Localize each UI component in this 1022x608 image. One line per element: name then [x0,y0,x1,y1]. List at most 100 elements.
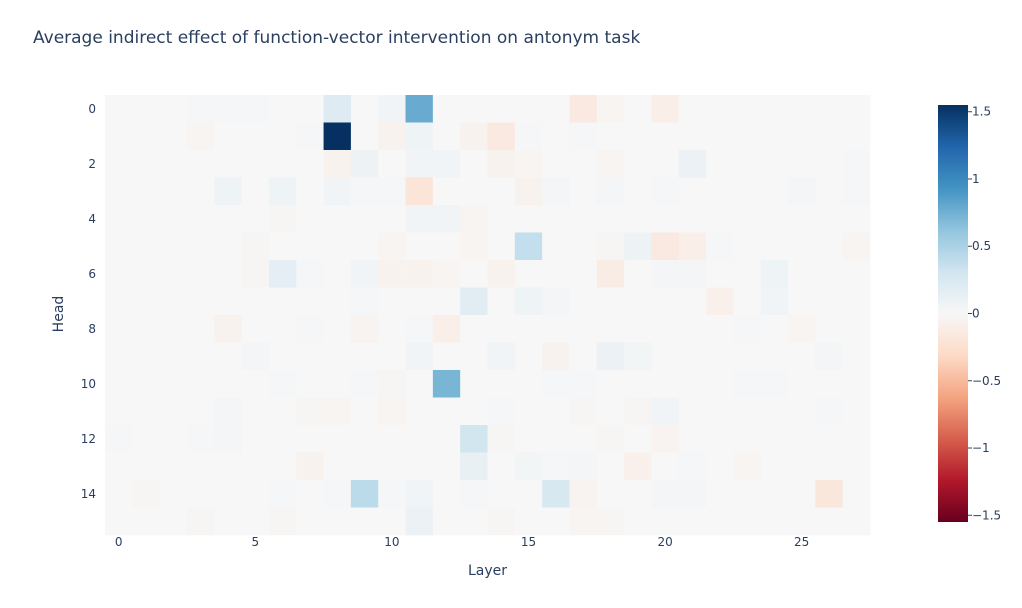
x-tick-label: 15 [521,535,536,549]
heatmap-cell [542,480,570,508]
heatmap-cell [132,232,160,261]
heatmap-cell [678,95,707,123]
heatmap-cell [514,150,543,178]
x-axis-ticks: 0 5 10 15 20 25 [115,535,810,549]
heatmap-cell [542,95,570,123]
heatmap-cell [706,397,734,426]
heatmap-cell [268,425,297,453]
heatmap-cell [651,260,680,288]
heatmap-cell [105,370,133,398]
heatmap-cell [323,507,352,536]
heatmap-cell [405,342,434,371]
heatmap-cell [186,122,215,151]
heatmap-cell [624,370,652,398]
heatmap-cell [268,507,297,536]
heatmap-cell [214,177,242,206]
heatmap-cell [706,95,734,123]
heatmap-cell [815,480,843,508]
heatmap-cell [214,205,242,233]
x-tick-label: 25 [794,535,809,549]
heatmap-cell [651,232,680,261]
heatmap-cell [159,150,188,178]
heatmap-cell [432,260,461,288]
heatmap-cell [405,397,434,426]
heatmap-cell [105,287,133,316]
heatmap-cell [350,122,379,151]
x-tick-label: 10 [384,535,399,549]
heatmap-cell [268,150,297,178]
heatmap-cell [733,177,762,206]
heatmap-cell [296,452,324,481]
heatmap-cell [487,480,516,508]
heatmap-cell [241,507,270,536]
heatmap-cell [596,95,625,123]
heatmap-cell [706,177,734,206]
heatmap-cell [542,370,570,398]
heatmap-cell [624,397,652,426]
heatmap-cell [788,452,816,481]
heatmap-cell [733,425,762,453]
heatmap-cell [159,122,188,151]
heatmap-cell [268,452,297,481]
heatmap-cell [241,397,270,426]
heatmap-cell [514,425,543,453]
heatmap-cell [268,205,297,233]
heatmap-cell [678,397,707,426]
heatmap-cell [624,95,652,123]
heatmap-cell [460,370,488,398]
heatmap-cell [842,507,871,536]
heatmap-cell [678,150,707,178]
heatmap-cell [678,342,707,371]
heatmap-cell [296,287,324,316]
heatmap-cell [788,205,816,233]
heatmap-cell [132,205,160,233]
heatmap-cell [214,507,242,536]
heatmap-cell [132,452,160,481]
heatmap-cell [788,287,816,316]
heatmap-cell [760,232,789,261]
heatmap-cell [487,397,516,426]
heatmap-cell [296,480,324,508]
heatmap-cell [487,150,516,178]
heatmap-cell [132,507,160,536]
heatmap-cell [678,122,707,151]
heatmap-cell [596,370,625,398]
heatmap-cell [514,205,543,233]
heatmap-cell [651,177,680,206]
heatmap-cell [842,287,871,316]
heatmap-cell [514,342,543,371]
heatmap-cell [651,480,680,508]
heatmap-cell [105,452,133,481]
heatmap-cell [378,480,406,508]
heatmap-cell [241,425,270,453]
heatmap-cell [815,397,843,426]
heatmap-cell [405,480,434,508]
heatmap-cell [132,480,160,508]
heatmap-cell [350,507,379,536]
heatmap-cell [350,425,379,453]
heatmap-cell [378,260,406,288]
heatmap-cell [733,397,762,426]
heatmap-cell [132,150,160,178]
heatmap-cell [542,315,570,343]
heatmap-cell [706,315,734,343]
heatmap-cell [514,232,543,261]
heatmap-cell [678,452,707,481]
heatmap-cell [405,177,434,206]
heatmap-cell [296,342,324,371]
heatmap-cell [378,177,406,206]
heatmap-cell [569,480,598,508]
heatmap-cell [323,260,352,288]
heatmap-cell [815,232,843,261]
heatmap-cell [842,397,871,426]
heatmap-cell [678,507,707,536]
heatmap-cell [487,315,516,343]
heatmap-cell [596,397,625,426]
heatmap-cell [323,480,352,508]
heatmap-cell [268,342,297,371]
y-tick-label: 8 [88,322,96,336]
heatmap-cell [514,480,543,508]
heatmap-cell [815,95,843,123]
heatmap-cell [596,232,625,261]
